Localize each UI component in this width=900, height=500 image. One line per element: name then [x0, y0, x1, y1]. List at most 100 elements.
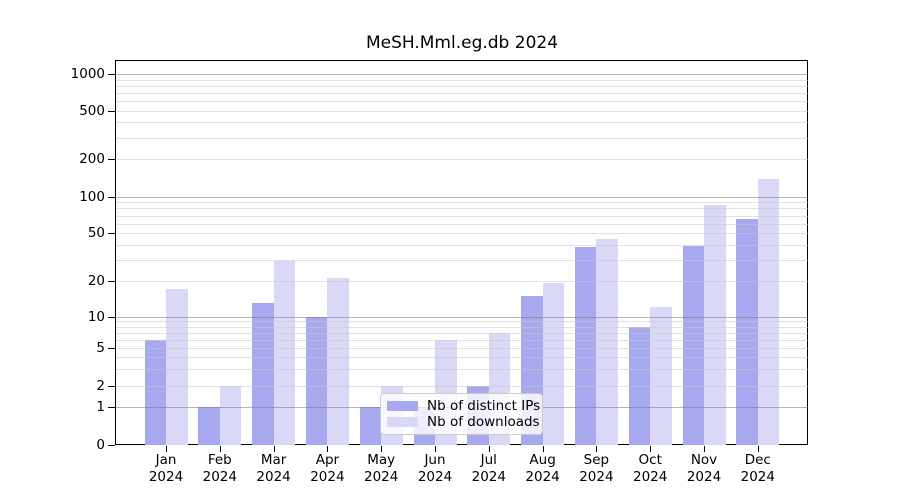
bar-downloads-aug [542, 283, 565, 445]
minor-gridline [116, 386, 808, 387]
y-tick-mark [108, 445, 115, 446]
x-tick-mark [166, 446, 167, 452]
bar-distinct-ips-nov [682, 246, 704, 445]
y-tick-mark [108, 316, 115, 318]
major-gridline [116, 196, 808, 198]
minor-gridline [116, 100, 808, 102]
x-tick-mark [650, 446, 652, 452]
minor-gridline [116, 223, 808, 225]
minor-gridline [116, 122, 808, 124]
minor-gridline [116, 215, 808, 217]
minor-gridline [116, 79, 808, 81]
x-tick-label: Oct 2024 [633, 452, 668, 485]
bar-downloads-apr [327, 278, 349, 445]
minor-gridline [116, 339, 808, 341]
legend: Nb of distinct IPs Nb of downloads [380, 393, 543, 435]
y-tick-label: 1000 [70, 66, 105, 82]
minor-gridline [116, 233, 808, 235]
minor-gridline [116, 110, 808, 112]
y-tick-mark [108, 74, 115, 75]
minor-gridline [116, 369, 808, 371]
legend-row: Nb of downloads [387, 414, 540, 430]
y-tick-label: 50 [87, 225, 105, 242]
bar-distinct-ips-dec [736, 219, 758, 445]
bar-downloads-sep [596, 238, 618, 445]
minor-gridline [116, 92, 808, 94]
x-tick-label: Jan 2024 [148, 452, 184, 485]
legend-row: Nb of distinct IPs [387, 398, 540, 414]
y-tick-mark [108, 159, 115, 161]
minor-gridline [116, 137, 808, 139]
x-tick-mark [381, 446, 383, 452]
y-tick-mark [108, 386, 115, 387]
y-tick-label: 20 [87, 272, 105, 289]
x-tick-label: Jun 2024 [417, 452, 453, 485]
y-tick-label: 1 [96, 399, 105, 416]
x-tick-mark [219, 446, 221, 452]
minor-gridline [116, 85, 808, 87]
x-tick-label: Nov 2024 [686, 452, 722, 485]
x-tick-label: Jul 2024 [471, 452, 506, 485]
y-tick-label: 500 [79, 102, 105, 119]
x-tick-mark [542, 446, 544, 452]
y-tick-mark [108, 407, 115, 409]
bar-distinct-ips-may [359, 407, 382, 445]
minor-gridline [116, 332, 808, 334]
y-tick-mark [108, 280, 115, 282]
bar-downloads-oct [650, 307, 672, 445]
bar-distinct-ips-feb [198, 407, 220, 445]
x-tick-mark [327, 446, 329, 452]
x-tick-label: Apr 2024 [310, 452, 345, 485]
x-tick-mark [435, 446, 436, 452]
x-tick-mark [704, 446, 705, 452]
minor-gridline [116, 280, 808, 282]
minor-gridline [116, 208, 808, 210]
x-tick-mark [757, 446, 759, 452]
x-tick-label: Feb 2024 [202, 452, 237, 485]
bar-distinct-ips-mar [252, 302, 274, 445]
minor-gridline [116, 159, 808, 161]
y-tick-label: 2 [96, 378, 105, 394]
y-tick-label: 10 [87, 308, 105, 325]
x-tick-mark [596, 446, 598, 452]
bar-distinct-ips-oct [628, 326, 651, 445]
y-tick-mark [108, 110, 115, 112]
bar-downloads-nov [704, 205, 726, 445]
bar-downloads-dec [757, 178, 780, 445]
bar-downloads-feb [219, 386, 242, 445]
minor-gridline [116, 326, 808, 328]
x-tick-label: Dec 2024 [740, 452, 775, 485]
y-tick-mark [108, 233, 115, 235]
minor-gridline [116, 321, 808, 323]
major-gridline [116, 316, 808, 318]
major-gridline [116, 74, 808, 75]
legend-swatch-downloads [387, 417, 418, 427]
bar-distinct-ips-apr [305, 316, 328, 445]
y-tick-mark [108, 196, 115, 198]
chart-title: MeSH.Mml.eg.db 2024 [365, 33, 559, 53]
x-tick-mark [488, 446, 490, 452]
y-tick-label: 200 [79, 151, 105, 168]
bar-downloads-mar [273, 261, 296, 445]
y-tick-label: 100 [79, 188, 105, 205]
y-tick-mark [108, 348, 115, 350]
y-tick-label: 0 [96, 437, 105, 453]
legend-label: Nb of distinct IPs [427, 398, 541, 414]
x-tick-label: Sep 2024 [579, 452, 614, 485]
bar-downloads-jan [166, 289, 188, 445]
minor-gridline [116, 202, 808, 204]
y-tick-label: 5 [96, 340, 105, 357]
minor-gridline [116, 259, 808, 261]
bar-distinct-ips-jan [144, 339, 166, 445]
legend-label: Nb of downloads [427, 414, 540, 430]
x-tick-label: Mar 2024 [256, 452, 291, 485]
minor-gridline [116, 357, 808, 359]
x-tick-label: Aug 2024 [525, 452, 560, 485]
legend-swatch-distinct-ips [387, 401, 418, 411]
bar-distinct-ips-sep [574, 247, 597, 445]
x-tick-mark [273, 446, 275, 452]
minor-gridline [116, 348, 808, 350]
x-tick-label: May 2024 [364, 452, 399, 485]
minor-gridline [116, 244, 808, 246]
